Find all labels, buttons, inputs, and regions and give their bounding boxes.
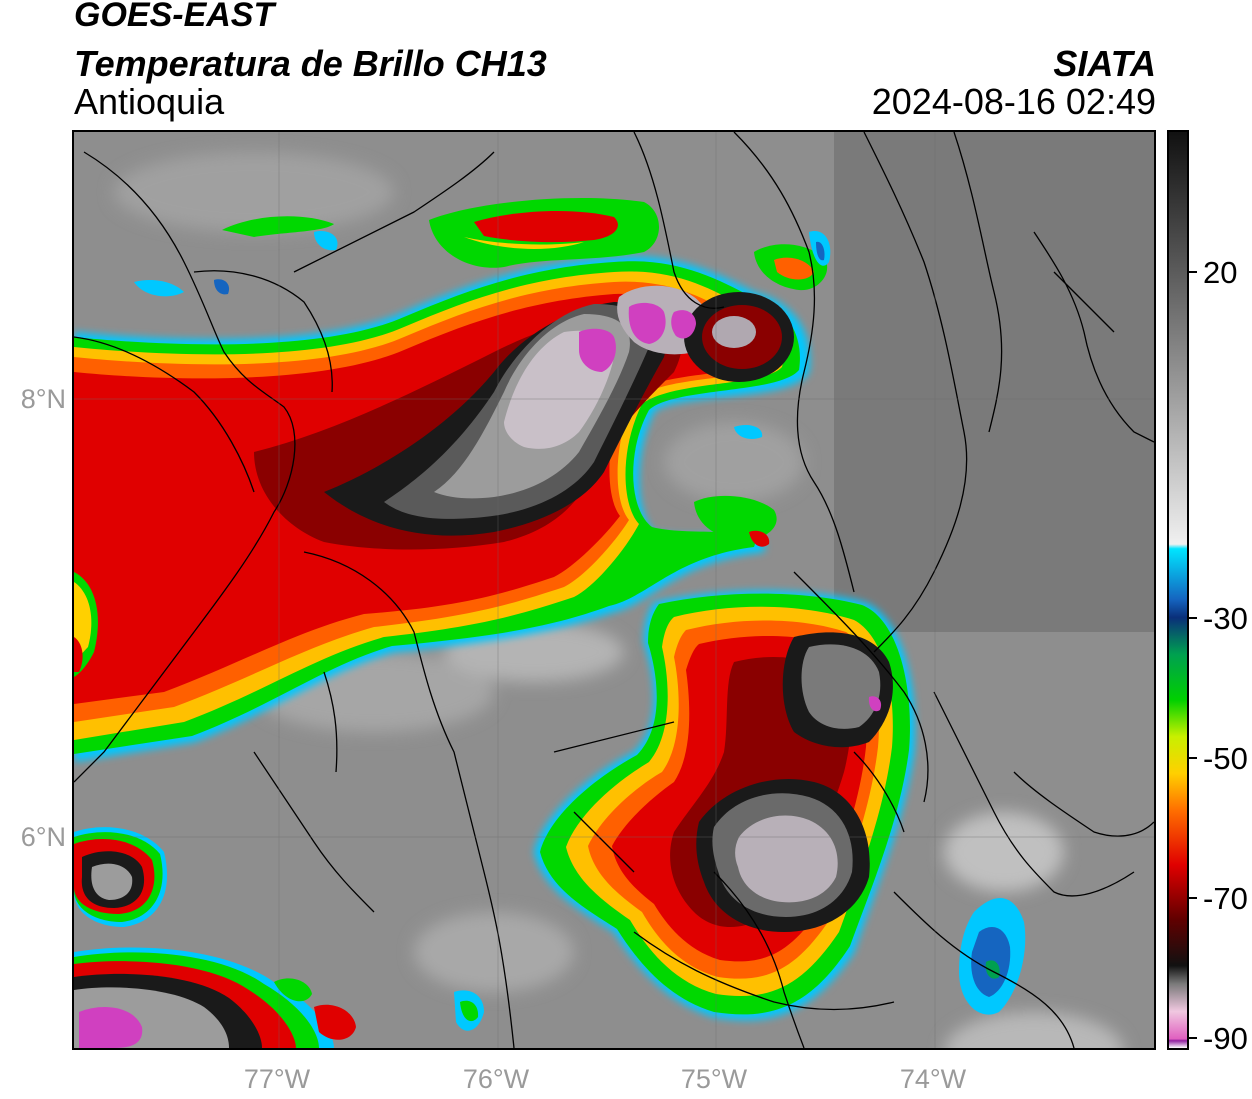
lat-label-6n: 6°N: [20, 822, 66, 852]
colorbar-label-minus50: -50: [1203, 741, 1248, 776]
lon-label-77w: 77°W: [243, 1064, 311, 1094]
colorbar-tick: [1189, 617, 1197, 619]
organization-label: SIATA: [1053, 43, 1156, 84]
lon-label-75w: 75°W: [680, 1064, 748, 1094]
product-title: Temperatura de Brillo CH13: [74, 43, 547, 84]
colorbar-label-minus30: -30: [1203, 601, 1248, 636]
map-canvas: [74, 132, 1154, 1048]
west-convective-band: [74, 572, 98, 677]
satellite-title: GOES-EAST: [74, 0, 275, 34]
lat-label-8n: 8°N: [20, 384, 66, 414]
timestamp-label: 2024-08-16 02:49: [871, 81, 1156, 122]
colorbar-tick: [1189, 897, 1197, 899]
southwest-convective-cells: [74, 827, 484, 1048]
colorbar-tick: [1189, 271, 1197, 273]
lon-label-74w: 74°W: [899, 1064, 967, 1094]
colorbar-tick: [1189, 757, 1197, 759]
region-label: Antioquia: [74, 81, 225, 122]
satellite-map[interactable]: [72, 130, 1156, 1050]
north-convective-system: [74, 198, 831, 762]
colorbar-tick: [1189, 1037, 1197, 1039]
country-borders: [74, 132, 1154, 1048]
southeast-convective-system: [534, 590, 1026, 1020]
lon-label-76w: 76°W: [462, 1064, 530, 1094]
colorbar-label-minus70: -70: [1203, 881, 1248, 916]
colorbar-label-20: 20: [1203, 255, 1238, 290]
colorbar-label-minus90: -90: [1203, 1021, 1248, 1056]
colorbar: [1167, 130, 1189, 1050]
graticule: [74, 132, 1154, 1048]
